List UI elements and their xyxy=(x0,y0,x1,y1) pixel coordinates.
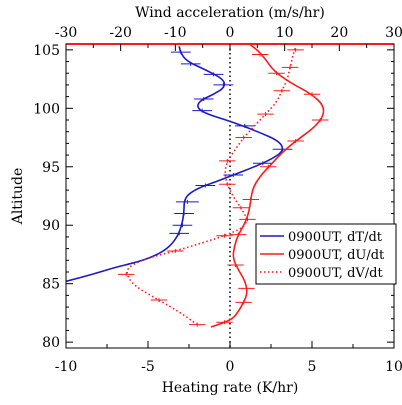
x-tick-label: -5 xyxy=(141,359,155,375)
y-tick-label: 85 xyxy=(42,277,60,293)
x-tick-label: 0 xyxy=(226,359,235,375)
legend-label-3: 0900UT, dV/dt xyxy=(288,266,383,281)
x-tick-label: 5 xyxy=(308,359,317,375)
legend-label-1: 0900UT, dT/dt xyxy=(288,230,383,245)
y-axis-label: Altitude xyxy=(10,168,26,226)
top-tick-label: -30 xyxy=(55,25,78,41)
top-tick-label: 20 xyxy=(330,25,348,41)
series-line-1 xyxy=(66,46,284,283)
y-tick-label: 90 xyxy=(42,218,60,234)
y-tick-label: 100 xyxy=(33,101,60,117)
legend: 0900UT, dT/dt 0900UT, dU/dt 0900UT, dV/dt xyxy=(255,223,397,285)
series-line-3 xyxy=(126,46,297,326)
y-tick-label: 105 xyxy=(33,43,60,59)
y-tick-label: 80 xyxy=(42,335,60,351)
legend-label-2: 0900UT, dU/dt xyxy=(288,248,385,263)
y-tick-label: 95 xyxy=(42,160,60,176)
top-tick-label: -20 xyxy=(109,25,132,41)
series-line-2 xyxy=(210,44,325,328)
x-tick-label: 10 xyxy=(385,359,402,375)
top-tick-label: 0 xyxy=(226,25,235,41)
top-axis-label: Wind acceleration (m/s/hr) xyxy=(135,5,325,21)
x-axis-label: Heating rate (K/hr) xyxy=(162,380,299,396)
top-tick-label: 10 xyxy=(276,25,294,41)
top-tick-label: 30 xyxy=(385,25,402,41)
top-tick-label: -10 xyxy=(164,25,187,41)
x-tick-label: -10 xyxy=(55,359,78,375)
